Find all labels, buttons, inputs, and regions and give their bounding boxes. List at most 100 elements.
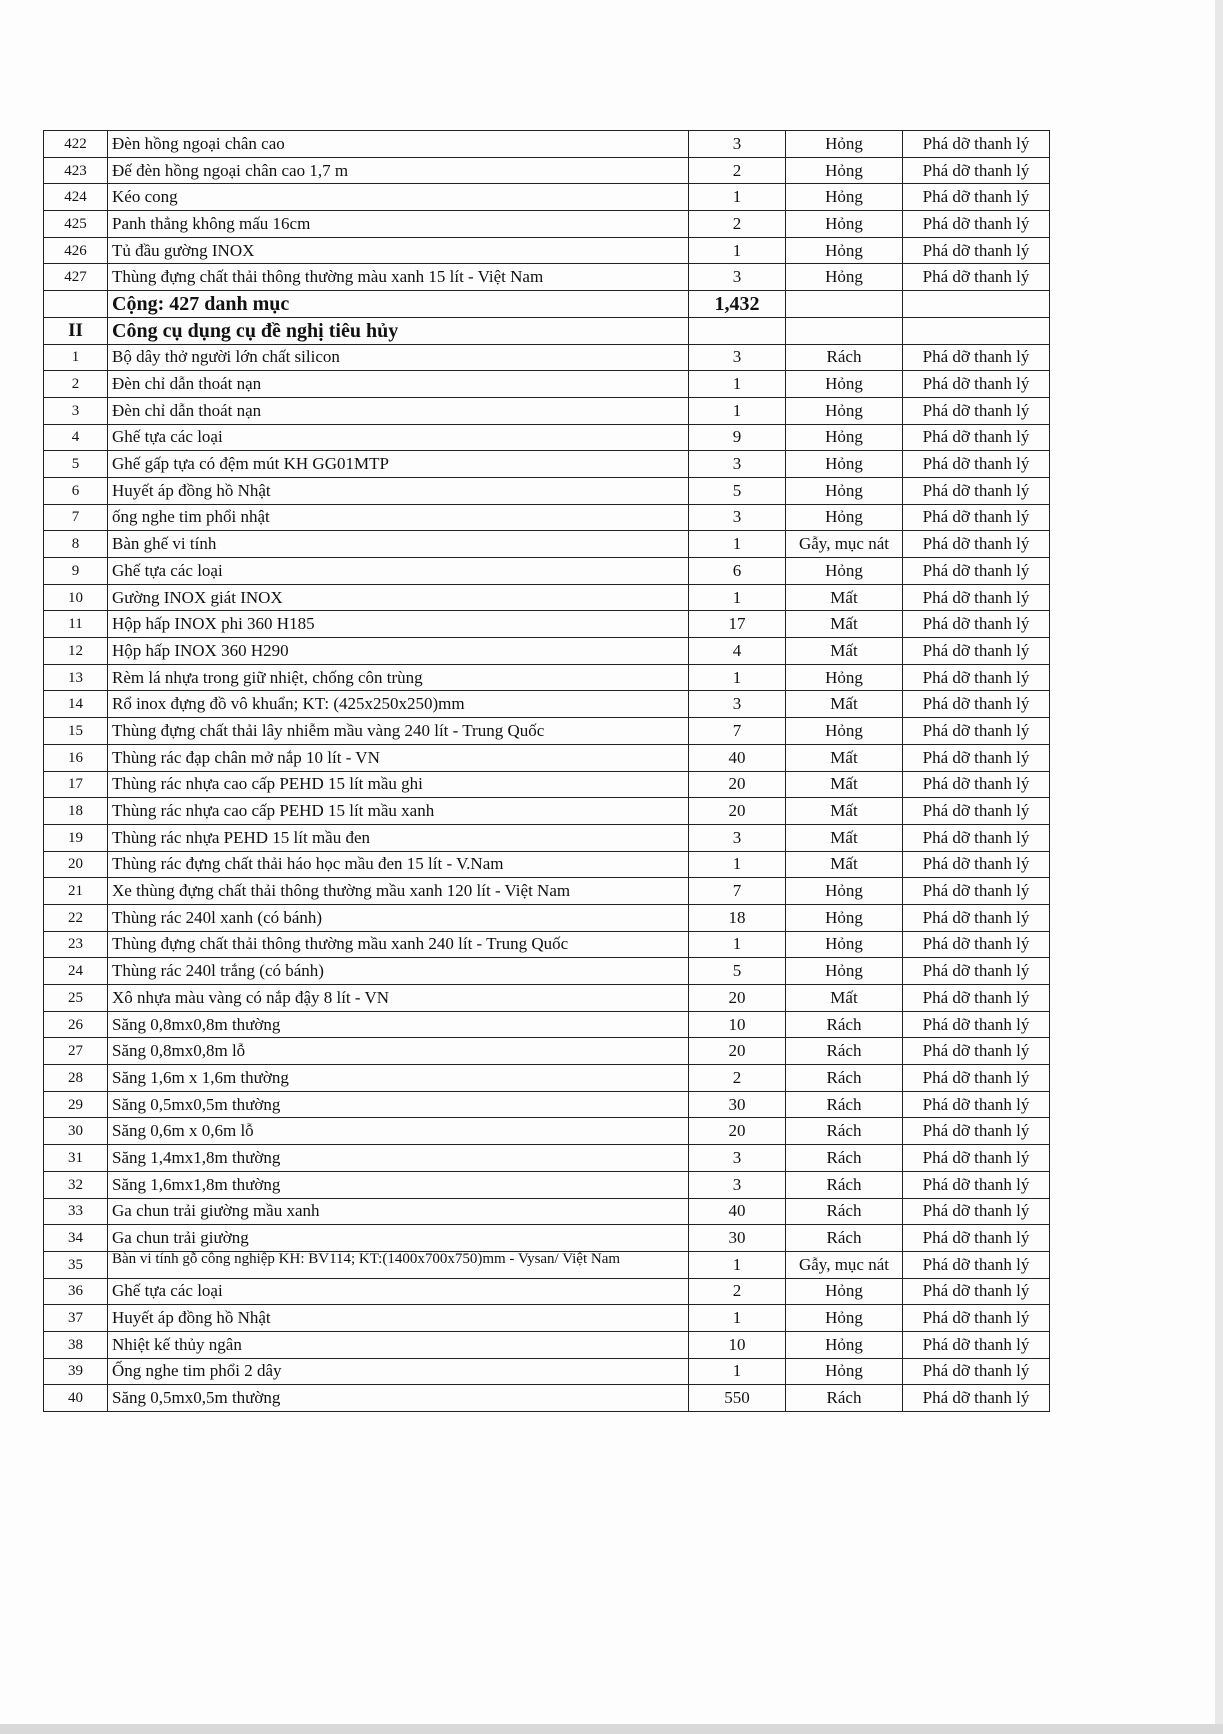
quantity: 1 xyxy=(688,1250,786,1279)
condition: Hỏng xyxy=(785,557,903,585)
row-number: 26 xyxy=(43,1010,108,1039)
table-row: 32 Săng 1,6mx1,8m thường 3 Rách Phá dỡ thanh… xyxy=(43,1170,1050,1199)
condition: Mất xyxy=(785,850,903,879)
quantity: 6 xyxy=(688,557,786,585)
action: Phá dỡ thanh lý xyxy=(902,1384,1050,1412)
action: Phá dỡ thanh lý xyxy=(902,690,1050,719)
item-name: ống nghe tim phổi nhật xyxy=(107,503,689,532)
quantity: 3 xyxy=(688,1170,786,1199)
condition: Hỏng xyxy=(785,236,903,265)
action: Phá dỡ thanh lý xyxy=(902,1250,1050,1279)
quantity: 30 xyxy=(688,1090,786,1119)
row-number: 31 xyxy=(43,1144,108,1172)
row-number: 427 xyxy=(43,263,108,292)
item-name: Bộ dây thở người lớn chất silicon xyxy=(107,343,689,372)
quantity: 3 xyxy=(688,450,786,478)
row-number: 425 xyxy=(43,210,108,238)
quantity: 9 xyxy=(688,423,786,452)
item-name: Tủ đầu gường INOX xyxy=(107,236,689,265)
item-name: Săng 0,5mx0,5m thường xyxy=(107,1384,689,1412)
item-name: Săng 0,8mx0,8m lỗ xyxy=(107,1037,689,1066)
table-row: 24 Thùng rác 240l trắng (có bánh) 5 Hỏng Phá… xyxy=(43,957,1050,985)
row-number: 422 xyxy=(43,130,108,158)
quantity: 18 xyxy=(688,903,786,932)
table-row: 17 Thùng rác nhựa cao cấp PEHD 15 lít mầu… xyxy=(43,770,1050,799)
action: Phá dỡ thanh lý xyxy=(902,1277,1050,1306)
action: Phá dỡ thanh lý xyxy=(902,156,1050,185)
item-name: Xô nhựa màu vàng có nắp đậy 8 lít - VN xyxy=(107,984,689,1012)
condition: Gẫy, mục nát xyxy=(785,1250,903,1279)
row-number: 426 xyxy=(43,236,108,265)
condition: Hỏng xyxy=(785,877,903,905)
quantity: 1 xyxy=(688,370,786,398)
row-number: 20 xyxy=(43,850,108,879)
item-name: Bàn ghế vi tính xyxy=(107,530,689,558)
table-row: 22 Thùng rác 240l xanh (có bánh) 18 Hỏng Phá… xyxy=(43,903,1050,932)
item-name: Đế đèn hồng ngoại chân cao 1,7 m xyxy=(107,156,689,185)
action: Phá dỡ thanh lý xyxy=(902,1037,1050,1066)
quantity: 10 xyxy=(688,1010,786,1039)
condition: Hỏng xyxy=(785,476,903,505)
condition: Mất xyxy=(785,770,903,799)
quantity: 3 xyxy=(688,263,786,292)
item-name: Thùng rác 240l trắng (có bánh) xyxy=(107,957,689,985)
row-number: 24 xyxy=(43,957,108,985)
condition: Rách xyxy=(785,343,903,372)
condition: Hỏng xyxy=(785,930,903,959)
condition: Mất xyxy=(785,610,903,639)
item-name: Hộp hấp INOX 360 H290 xyxy=(107,637,689,665)
quantity: 5 xyxy=(688,476,786,505)
condition: Hỏng xyxy=(785,450,903,478)
row-number: 25 xyxy=(43,984,108,1012)
quantity: 7 xyxy=(688,877,786,905)
action: Phá dỡ thanh lý xyxy=(902,957,1050,985)
table-row: 30 Săng 0,6m x 0,6m lỗ 20 Rách Phá dỡ thanh … xyxy=(43,1117,1050,1146)
action: Phá dỡ thanh lý xyxy=(902,396,1050,425)
action: Phá dỡ thanh lý xyxy=(902,770,1050,799)
action: Phá dỡ thanh lý xyxy=(902,1170,1050,1199)
section-i-tail-rows: 422 Đèn hồng ngoại chân cao 3 Hỏng Phá dỡ th… xyxy=(43,130,1050,292)
action: Phá dỡ thanh lý xyxy=(902,984,1050,1012)
condition: Hỏng xyxy=(785,183,903,212)
row-number: 35 xyxy=(43,1250,108,1279)
row-number: 17 xyxy=(43,770,108,799)
item-name: Đèn chỉ dẫn thoát nạn xyxy=(107,370,689,398)
condition: Mất xyxy=(785,637,903,665)
row-number: 39 xyxy=(43,1357,108,1386)
item-name: Săng 1,6mx1,8m thường xyxy=(107,1170,689,1199)
table-row: 9 Ghế tựa các loại 6 Hỏng Phá dỡ thanh lý xyxy=(43,557,1050,585)
condition: Hỏng xyxy=(785,210,903,238)
action: Phá dỡ thanh lý xyxy=(902,343,1050,372)
action: Phá dỡ thanh lý xyxy=(902,583,1050,612)
action: Phá dỡ thanh lý xyxy=(902,930,1050,959)
item-name: Rổ inox đựng đồ vô khuẩn; KT: (425x250x2… xyxy=(107,690,689,719)
table-row: 28 Săng 1,6m x 1,6m thường 2 Rách Phá dỡ tha… xyxy=(43,1064,1050,1092)
row-number: 29 xyxy=(43,1090,108,1119)
table-row: 4 Ghế tựa các loại 9 Hỏng Phá dỡ thanh lý xyxy=(43,423,1050,452)
row-number: 32 xyxy=(43,1170,108,1199)
quantity: 10 xyxy=(688,1330,786,1359)
row-number: 4 xyxy=(43,423,108,452)
quantity: 20 xyxy=(688,1117,786,1146)
action: Phá dỡ thanh lý xyxy=(902,1090,1050,1119)
table-row: 27 Săng 0,8mx0,8m lỗ 20 Rách Phá dỡ thanh lý xyxy=(43,1037,1050,1066)
item-name: Ống nghe tim phổi 2 dây xyxy=(107,1357,689,1386)
table-row: 26 Săng 0,8mx0,8m thường 10 Rách Phá dỡ than… xyxy=(43,1010,1050,1039)
row-number: 2 xyxy=(43,370,108,398)
condition: Rách xyxy=(785,1037,903,1066)
row-number: 5 xyxy=(43,450,108,478)
row-number: 6 xyxy=(43,476,108,505)
item-name: Nhiệt kế thủy ngân xyxy=(107,1330,689,1359)
item-name: Ghế tựa các loại xyxy=(107,423,689,452)
table-row: 38 Nhiệt kế thủy ngân 10 Hỏng Phá dỡ thanh l… xyxy=(43,1330,1050,1359)
table-row: 34 Ga chun trải giường 30 Rách Phá dỡ thanh … xyxy=(43,1224,1050,1252)
table-row: 8 Bàn ghế vi tính 1 Gẫy, mục nát Phá dỡ than… xyxy=(43,530,1050,558)
item-name: Ghế tựa các loại xyxy=(107,557,689,585)
scan-edge xyxy=(1215,0,1223,1734)
table-row: 6 Huyết áp đồng hồ Nhật 5 Hỏng Phá dỡ thanh … xyxy=(43,476,1050,505)
item-name: Thùng rác nhựa PEHD 15 lít mầu đen xyxy=(107,823,689,852)
row-number: 34 xyxy=(43,1224,108,1252)
action: Phá dỡ thanh lý xyxy=(902,130,1050,158)
item-name: Đèn hồng ngoại chân cao xyxy=(107,130,689,158)
condition: Hỏng xyxy=(785,396,903,425)
